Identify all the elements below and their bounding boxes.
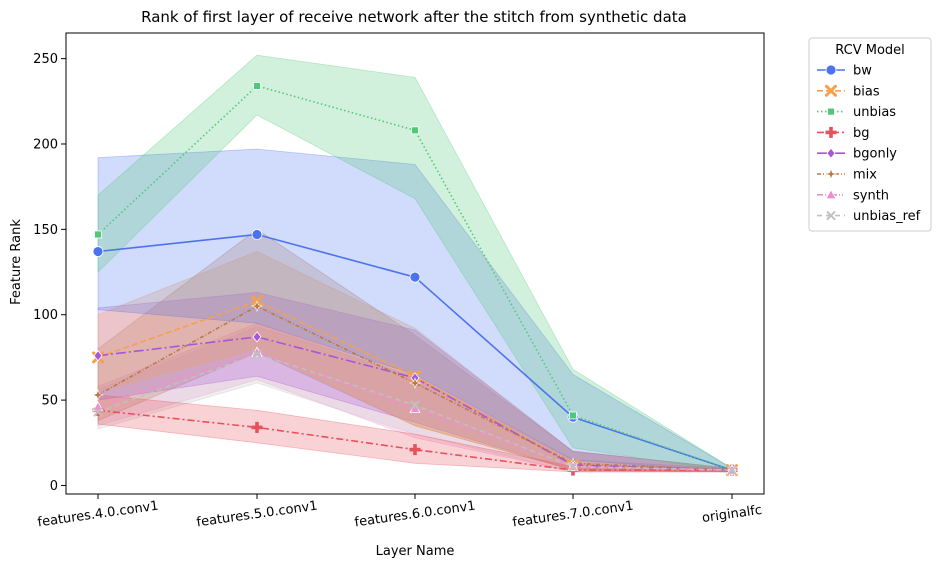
- data-point-bgonly-0: [93, 350, 103, 362]
- legend-marker: [825, 168, 837, 180]
- legend-marker: [825, 126, 837, 138]
- data-point-bw-0: [92, 246, 104, 257]
- data-point-bgonly-1: [252, 331, 262, 343]
- legend-label: synth: [853, 188, 889, 203]
- legend-marker: [825, 188, 837, 200]
- y-tick-label: 200: [33, 137, 58, 152]
- legend-marker: [825, 64, 837, 76]
- x-tick-label: features.5.0.conv1: [196, 499, 319, 531]
- data-point-unbias-0: [94, 230, 102, 239]
- y-tick-label: 250: [33, 52, 58, 67]
- data-point-unbias-1: [253, 82, 261, 90]
- series-line-unbias: [97, 85, 733, 471]
- legend-label: unbias_ref: [853, 209, 921, 224]
- legend-item-bg: bg: [817, 126, 870, 141]
- y-tick-label: 0: [50, 479, 58, 494]
- data-point-unbias-2: [411, 126, 419, 135]
- legend: RCV Model bw bias unbias bg bgonly mix synth un…: [808, 37, 932, 232]
- data-point-unbias_ref-2: [410, 400, 420, 410]
- series-line-synth: [97, 351, 733, 471]
- legend-marker: [826, 211, 836, 221]
- legend-marker: [827, 107, 835, 116]
- legend-item-bgonly: bgonly: [817, 147, 897, 162]
- legend-label: bgonly: [853, 147, 897, 162]
- data-point-bw-1: [251, 229, 263, 240]
- data-point-mix-1: [251, 300, 263, 313]
- legend-item-bias: bias: [817, 84, 880, 99]
- legend-marker: [825, 84, 837, 97]
- legend-label: bw: [853, 64, 872, 79]
- legend-label: bg: [853, 126, 870, 141]
- legend-label: mix: [853, 168, 877, 183]
- legend-item-bw: bw: [817, 64, 872, 79]
- plot-area: [92, 54, 738, 477]
- legend-item-mix: mix: [817, 168, 877, 183]
- data-point-unbias_ref-1: [252, 349, 262, 359]
- data-point-bg-1: [251, 421, 263, 433]
- data-point-mix-0: [92, 389, 104, 401]
- x-tick-label: features.7.0.conv1: [512, 499, 635, 531]
- legend-title: RCV Model: [835, 43, 905, 58]
- legend-item-unbias: unbias: [817, 105, 896, 120]
- legend-label: unbias: [853, 105, 896, 120]
- x-tick-label: features.4.0.conv1: [37, 499, 160, 531]
- legend-frame: [808, 37, 932, 232]
- x-tick-label: features.6.0.conv1: [354, 499, 477, 531]
- data-point-unbias_ref-3: [568, 462, 578, 472]
- y-tick-label: 150: [33, 223, 58, 238]
- data-point-bg-2: [409, 444, 421, 456]
- x-axis-label: Layer Name: [376, 544, 455, 559]
- data-point-bw-2: [409, 271, 421, 283]
- data-point-mix-2: [409, 377, 421, 389]
- legend-marker: [826, 147, 836, 159]
- y-axis-label: Feature Rank: [9, 219, 24, 305]
- y-tick-label: 50: [41, 394, 58, 409]
- data-point-unbias_ref-4: [727, 465, 737, 475]
- x-axis: features.4.0.conv1 features.5.0.conv1 feat…: [37, 494, 763, 530]
- data-point-unbias_ref-0: [93, 407, 103, 417]
- legend-item-unbias_ref: unbias_ref: [817, 209, 921, 224]
- legend-label: bias: [853, 84, 880, 99]
- y-tick-label: 100: [33, 308, 58, 323]
- legend-item-synth: synth: [817, 188, 889, 203]
- data-point-unbias-3: [569, 411, 577, 420]
- chart-title: Rank of first layer of receive network a…: [141, 8, 687, 26]
- y-axis: 0 50 100 150 200 250: [33, 52, 66, 494]
- x-tick-label: originalfc: [701, 503, 763, 526]
